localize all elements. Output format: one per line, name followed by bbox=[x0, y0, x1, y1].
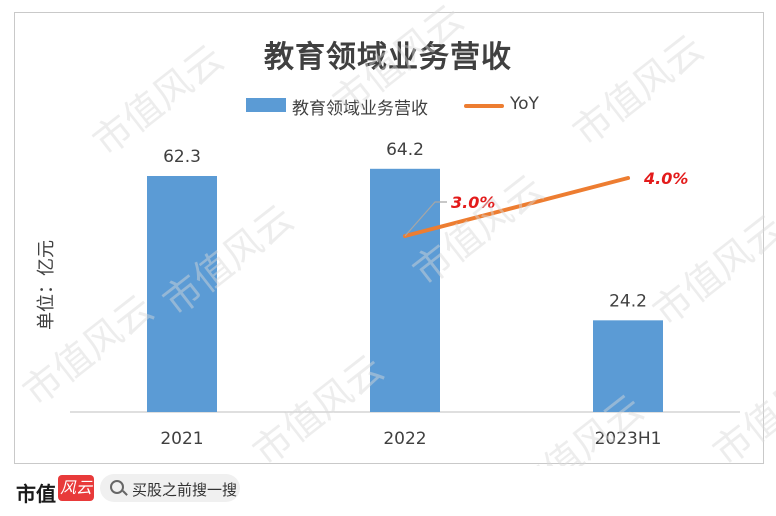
chart-legend: 教育领域业务营收 YoY bbox=[0, 94, 776, 119]
brand-logo-text: 市值 bbox=[16, 482, 56, 506]
bar-value-label: 62.3 bbox=[163, 147, 201, 167]
search-box[interactable]: 买股之前搜一搜 bbox=[100, 474, 240, 502]
bar-value-label: 24.2 bbox=[609, 291, 647, 311]
x-tick-label: 2021 bbox=[160, 429, 203, 449]
x-tick-label: 2022 bbox=[383, 429, 426, 449]
yoy-value-label: 4.0% bbox=[643, 169, 688, 188]
footer-bar: 市值 风云 买股之前搜一搜 bbox=[0, 466, 776, 514]
bar-2023H1 bbox=[593, 320, 663, 412]
legend-label-revenue: 教育领域业务营收 bbox=[292, 99, 428, 119]
legend-swatch-revenue bbox=[246, 98, 286, 112]
bar-value-label: 64.2 bbox=[386, 140, 424, 160]
chart-title: 教育领域业务营收 bbox=[264, 40, 512, 75]
search-icon bbox=[110, 480, 124, 494]
x-tick-label: 2023H1 bbox=[595, 429, 662, 449]
search-text: 买股之前搜一搜 bbox=[132, 481, 238, 499]
yoy-value-label: 3.0% bbox=[451, 193, 495, 212]
yoy-label-leader bbox=[404, 201, 447, 237]
legend-label-yoy: YoY bbox=[510, 94, 539, 114]
brand-logo-mark: 风云 bbox=[58, 475, 94, 501]
bar-2021 bbox=[147, 176, 217, 412]
yoy-line bbox=[403, 176, 630, 238]
legend-swatch-yoy bbox=[464, 104, 504, 108]
